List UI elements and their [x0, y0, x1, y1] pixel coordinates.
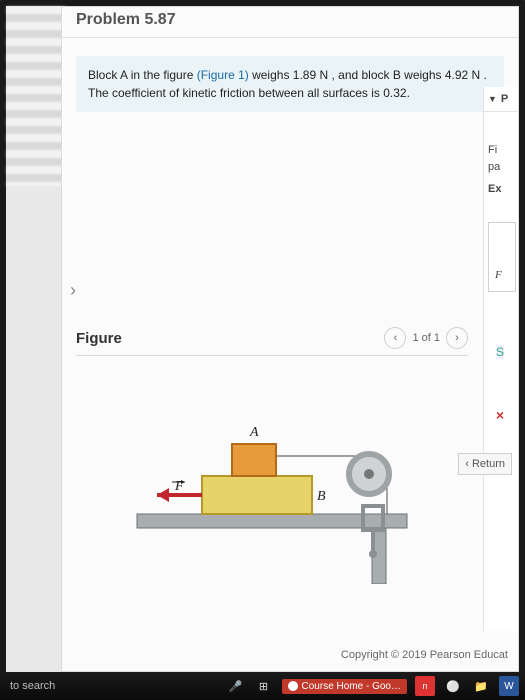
pager-prev-button[interactable]: ‹	[384, 327, 406, 349]
page-prev-button[interactable]: ›	[64, 276, 82, 304]
answer-input-box[interactable]: F	[488, 222, 516, 292]
chrome-icon	[288, 681, 298, 691]
word-icon[interactable]: W	[499, 676, 519, 696]
svg-text:A: A	[249, 425, 259, 440]
prompt-before: Block A in the figure	[88, 68, 197, 82]
figure-diagram: BAF	[117, 384, 427, 584]
figure-heading: Figure	[76, 330, 122, 347]
problem-statement: Block A in the figure (Figure 1) weighs …	[76, 56, 504, 112]
collapse-icon[interactable]: ▼	[488, 94, 497, 104]
answer-variable: F	[489, 223, 515, 281]
taskbar: to search 🎤 ⊞ Course Home - Goo… n ⚪ 📁 W	[0, 672, 525, 700]
taskview-icon[interactable]: ⊞	[254, 676, 274, 696]
answer-panel: ▼ P Fi pa Ex F	[483, 87, 518, 631]
app-icon-2[interactable]: ⚪	[443, 676, 463, 696]
return-label: Return	[472, 458, 505, 470]
figure-link[interactable]: (Figure 1)	[197, 68, 249, 82]
mic-icon[interactable]: 🎤	[226, 676, 246, 696]
panel-s-label: S	[496, 345, 504, 359]
figure-pager: ‹ 1 of 1 ›	[384, 327, 468, 349]
pager-text: 1 of 1	[412, 332, 440, 344]
window-reflection	[6, 6, 66, 186]
copyright-text: Copyright © 2019 Pearson Educat	[341, 649, 508, 661]
pager-next-button[interactable]: ›	[446, 327, 468, 349]
app-icon-3[interactable]: 📁	[471, 676, 491, 696]
panel-text-1: Fi	[488, 142, 516, 159]
taskbar-search[interactable]: to search	[6, 680, 55, 692]
chrome-taskbar-item[interactable]: Course Home - Goo…	[282, 679, 407, 694]
panel-text-3: Ex	[488, 181, 516, 198]
incorrect-icon: ×	[496, 407, 504, 423]
app-icon-1[interactable]: n	[415, 676, 435, 696]
panel-text-2: pa	[488, 159, 516, 176]
chrome-tab-title: Course Home - Goo…	[302, 681, 401, 692]
content-page: Problem 5.87 Block A in the figure (Figu…	[61, 6, 519, 672]
svg-text:B: B	[317, 489, 326, 504]
problem-title: Problem 5.87	[62, 7, 518, 38]
part-label: P	[501, 93, 508, 105]
